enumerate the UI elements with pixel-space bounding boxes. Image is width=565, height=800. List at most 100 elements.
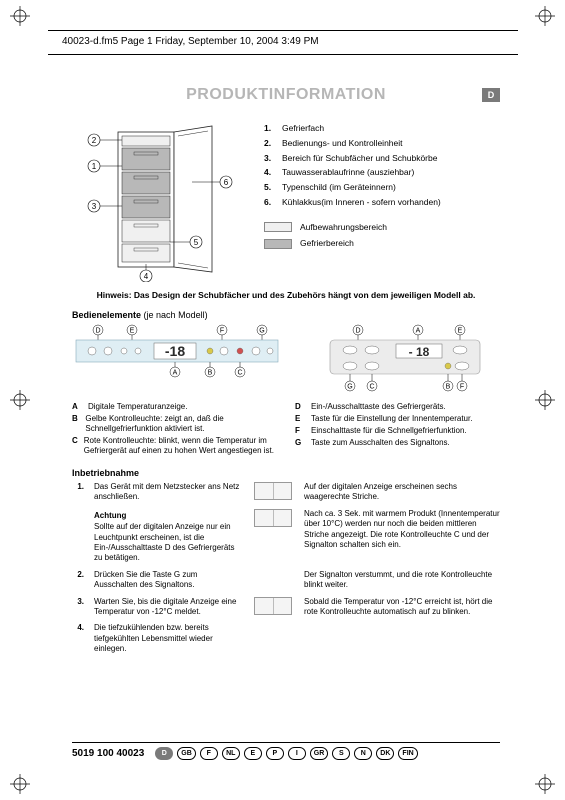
crop-mark [10, 390, 30, 410]
svg-text:1: 1 [92, 162, 97, 171]
step-left: Das Gerät mit dem Netzstecker ans Netz a… [94, 482, 242, 503]
startup-steps: 1.Das Gerät mit dem Netzstecker ans Netz… [72, 482, 500, 654]
control-text: Gelbe Kontrolleuchte: zeigt an, daß die … [85, 414, 277, 434]
svg-text:D: D [355, 328, 360, 335]
step-left: AchtungSollte auf der digitalen Anzeige … [94, 509, 242, 564]
control-panels: D E F G -18 [72, 324, 500, 394]
part-number-label: 2. [264, 137, 276, 150]
control-letter: B [72, 414, 79, 434]
legend: Aufbewahrungsbereich Gefrierbereich [264, 221, 500, 251]
part-item: 4.Tauwasserablaufrinne (ausziehbar) [264, 166, 500, 179]
step-row: 4. Die tiefzukühlenden bzw. bereits tiefg… [72, 623, 500, 654]
crop-mark [535, 774, 555, 794]
step-right: Nach ca. 3 Sek. mit warmem Produkt (Inne… [304, 509, 500, 551]
parts-list: 1.Gefrierfach 2. Bedienungs- und Kontrolle… [264, 122, 500, 282]
part-text: Kühlakkus(im Inneren - sofern vorhanden) [282, 196, 441, 209]
control-panel-left: D E F G -18 [72, 324, 282, 378]
display-icon [254, 482, 292, 500]
hinweis-text: Hinweis: Das Design der Schubfächer und … [97, 290, 476, 300]
control-text: Digitale Temperaturanzeige. [88, 402, 187, 412]
control-letter: E [295, 414, 305, 424]
control-text: Taste für die Einstellung der Innentempe… [311, 414, 472, 424]
step-row: AchtungSollte auf der digitalen Anzeige … [72, 509, 500, 564]
step-left-text: Warten Sie, bis die digitale Anzeige ein… [94, 597, 242, 618]
control-item: DEin-/Ausschalttaste des Gefriergeräts. [295, 402, 500, 412]
control-letter: A [72, 402, 82, 412]
svg-text:3: 3 [92, 202, 97, 211]
crop-mark [535, 390, 555, 410]
lang-pill-f: F [200, 747, 218, 760]
legend-row: Gefrierbereich [264, 237, 500, 250]
appliance-diagram: 1 2 3 4 5 6 [72, 122, 252, 282]
svg-text:E: E [130, 328, 135, 335]
svg-text:5: 5 [194, 238, 199, 247]
control-item: E Taste für die Einstellung der Innentemp… [295, 414, 500, 424]
svg-text:F: F [220, 328, 224, 335]
lang-pill-n: N [354, 747, 372, 760]
svg-text:F: F [460, 384, 464, 391]
hinweis-note: Hinweis: Das Design der Schubfächer und … [72, 290, 500, 300]
control-panel-right: D A E - 18 G C B F [300, 324, 500, 394]
step-left: Warten Sie, bis die digitale Anzeige ein… [94, 597, 242, 618]
lang-pill-nl: NL [222, 747, 240, 760]
part-item: 3.Bereich für Schubfächer und Schubkörbe [264, 152, 500, 165]
lang-pill-d: D [155, 747, 173, 760]
controls-column-right: DEin-/Ausschalttaste des Gefriergeräts. E… [295, 402, 500, 458]
control-letter: D [295, 402, 305, 412]
legend-swatch-freezer [264, 239, 292, 249]
legend-row: Aufbewahrungsbereich [264, 221, 500, 234]
part-text: Gefrierfach [282, 122, 324, 135]
page-content: PRODUKTINFORMATION D [72, 86, 500, 660]
heading-note: (je nach Modell) [144, 310, 208, 320]
step-row: 2. Drücken Sie die Taste G zum Ausschalte… [72, 570, 500, 591]
heading-text: Bedienelemente [72, 310, 141, 320]
step-left: Die tiefzukühlenden bzw. bereits tiefgek… [94, 623, 242, 654]
language-badge: D [482, 88, 500, 102]
svg-text:B: B [446, 384, 451, 391]
control-item: A Digitale Temperaturanzeige. [72, 402, 277, 412]
crop-mark [10, 774, 30, 794]
achtung-label: Achtung [94, 511, 242, 521]
svg-text:E: E [458, 328, 463, 335]
part-number: 5019 100 40023 [72, 748, 144, 759]
page-title: PRODUKTINFORMATION [186, 86, 386, 104]
lang-pill-p: P [266, 747, 284, 760]
step-row: 3. Warten Sie, bis die digitale Anzeige e… [72, 597, 500, 618]
step-icon-col [252, 509, 294, 527]
step-left-text: Das Gerät mit dem Netzstecker ans Netz a… [94, 482, 242, 503]
part-number-label: 6. [264, 196, 276, 209]
step-number: 4. [72, 623, 84, 633]
svg-text:C: C [237, 370, 242, 377]
control-letter: F [295, 426, 305, 436]
part-text: Bedienungs- und Kontrolleinheit [282, 137, 403, 150]
svg-text:2: 2 [92, 136, 97, 145]
step-row: 1.Das Gerät mit dem Netzstecker ans Netz… [72, 482, 500, 503]
part-item: 6. Kühlakkus(im Inneren - sofern vorhande… [264, 196, 500, 209]
lang-pill-dk: DK [376, 747, 394, 760]
svg-text:4: 4 [144, 272, 149, 281]
product-diagram-row: 1 2 3 4 5 6 1.Gefrierfach 2. Bedienungs- u… [72, 122, 500, 282]
control-item: CRote Kontrolleuchte: blinkt, wenn die T… [72, 436, 277, 456]
step-icon-col [252, 482, 294, 500]
control-item: GTaste zum Ausschalten des Signaltons. [295, 438, 500, 448]
section-heading-controls: Bedienelemente (je nach Modell) [72, 310, 500, 320]
svg-text:A: A [416, 328, 421, 335]
step-number: 2. [72, 570, 84, 580]
part-item: 1.Gefrierfach [264, 122, 500, 135]
legend-label: Aufbewahrungsbereich [300, 221, 387, 234]
step-left: Drücken Sie die Taste G zum Ausschalten … [94, 570, 242, 591]
step-right: Auf der digitalen Anzeige erscheinen sec… [304, 482, 500, 503]
legend-label: Gefrierbereich [300, 237, 354, 250]
svg-text:G: G [347, 384, 352, 391]
svg-text:A: A [173, 370, 178, 377]
crop-mark [535, 6, 555, 26]
step-number: 3. [72, 597, 84, 607]
part-text: Bereich für Schubfächer und Schubkörbe [282, 152, 437, 165]
control-text: Taste zum Ausschalten des Signaltons. [311, 438, 450, 448]
part-number-label: 4. [264, 166, 276, 179]
crop-mark [10, 6, 30, 26]
step-right: Sobald die Temperatur von -12°C erreicht… [304, 597, 500, 618]
footer-rule [72, 742, 500, 743]
display-icon [254, 597, 292, 615]
header-meta: 40023-d.fm5 Page 1 Friday, September 10,… [62, 36, 319, 47]
